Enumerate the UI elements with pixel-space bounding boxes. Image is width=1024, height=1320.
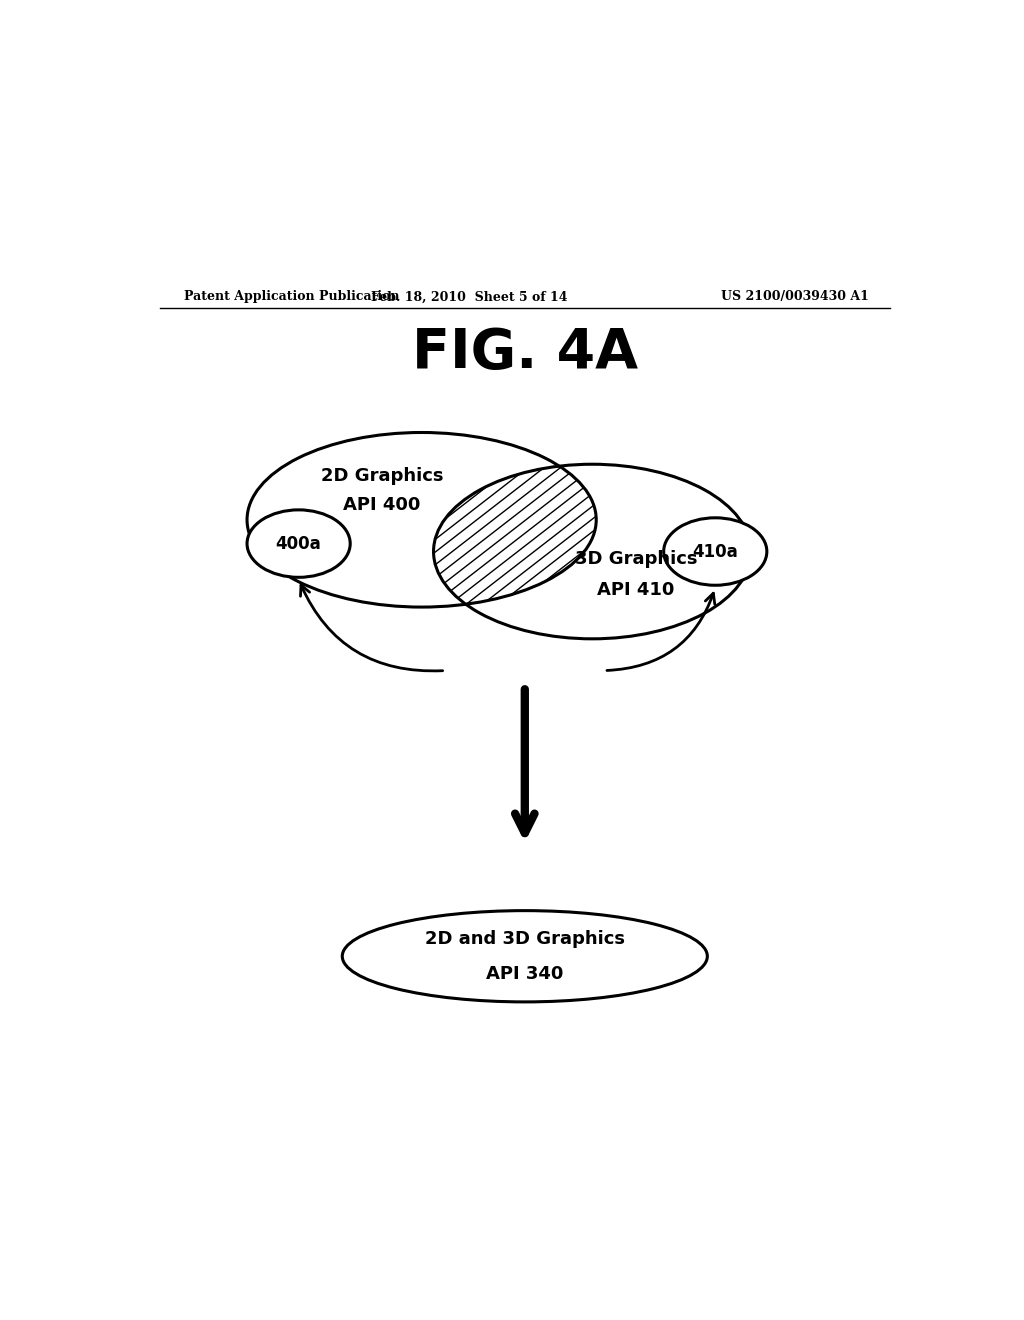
Text: API 400: API 400 — [343, 496, 421, 515]
Text: 2D Graphics: 2D Graphics — [321, 467, 443, 486]
Text: Patent Application Publication: Patent Application Publication — [183, 290, 399, 304]
Text: 2D and 3D Graphics: 2D and 3D Graphics — [425, 929, 625, 948]
Text: 3D Graphics: 3D Graphics — [574, 550, 697, 569]
Text: US 2100/0039430 A1: US 2100/0039430 A1 — [721, 290, 868, 304]
Ellipse shape — [342, 911, 708, 1002]
Text: API 340: API 340 — [486, 965, 563, 982]
Ellipse shape — [247, 510, 350, 577]
Ellipse shape — [433, 465, 751, 639]
Text: 410a: 410a — [692, 543, 738, 561]
Ellipse shape — [664, 517, 767, 585]
Ellipse shape — [247, 433, 596, 607]
Text: FIG. 4A: FIG. 4A — [412, 326, 638, 380]
Text: API 410: API 410 — [597, 581, 675, 599]
Text: 400a: 400a — [275, 535, 322, 553]
Text: Feb. 18, 2010  Sheet 5 of 14: Feb. 18, 2010 Sheet 5 of 14 — [371, 290, 567, 304]
